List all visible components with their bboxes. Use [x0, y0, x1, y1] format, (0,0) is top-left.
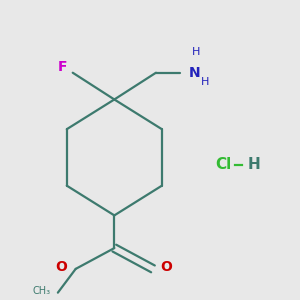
Text: Cl: Cl	[215, 158, 232, 172]
Text: H: H	[200, 76, 209, 87]
Text: N: N	[189, 66, 200, 80]
Text: O: O	[160, 260, 172, 274]
Text: H: H	[248, 158, 261, 172]
Text: F: F	[57, 60, 67, 74]
Text: CH₃: CH₃	[32, 286, 50, 296]
Text: H: H	[192, 47, 200, 57]
Text: O: O	[55, 260, 67, 274]
